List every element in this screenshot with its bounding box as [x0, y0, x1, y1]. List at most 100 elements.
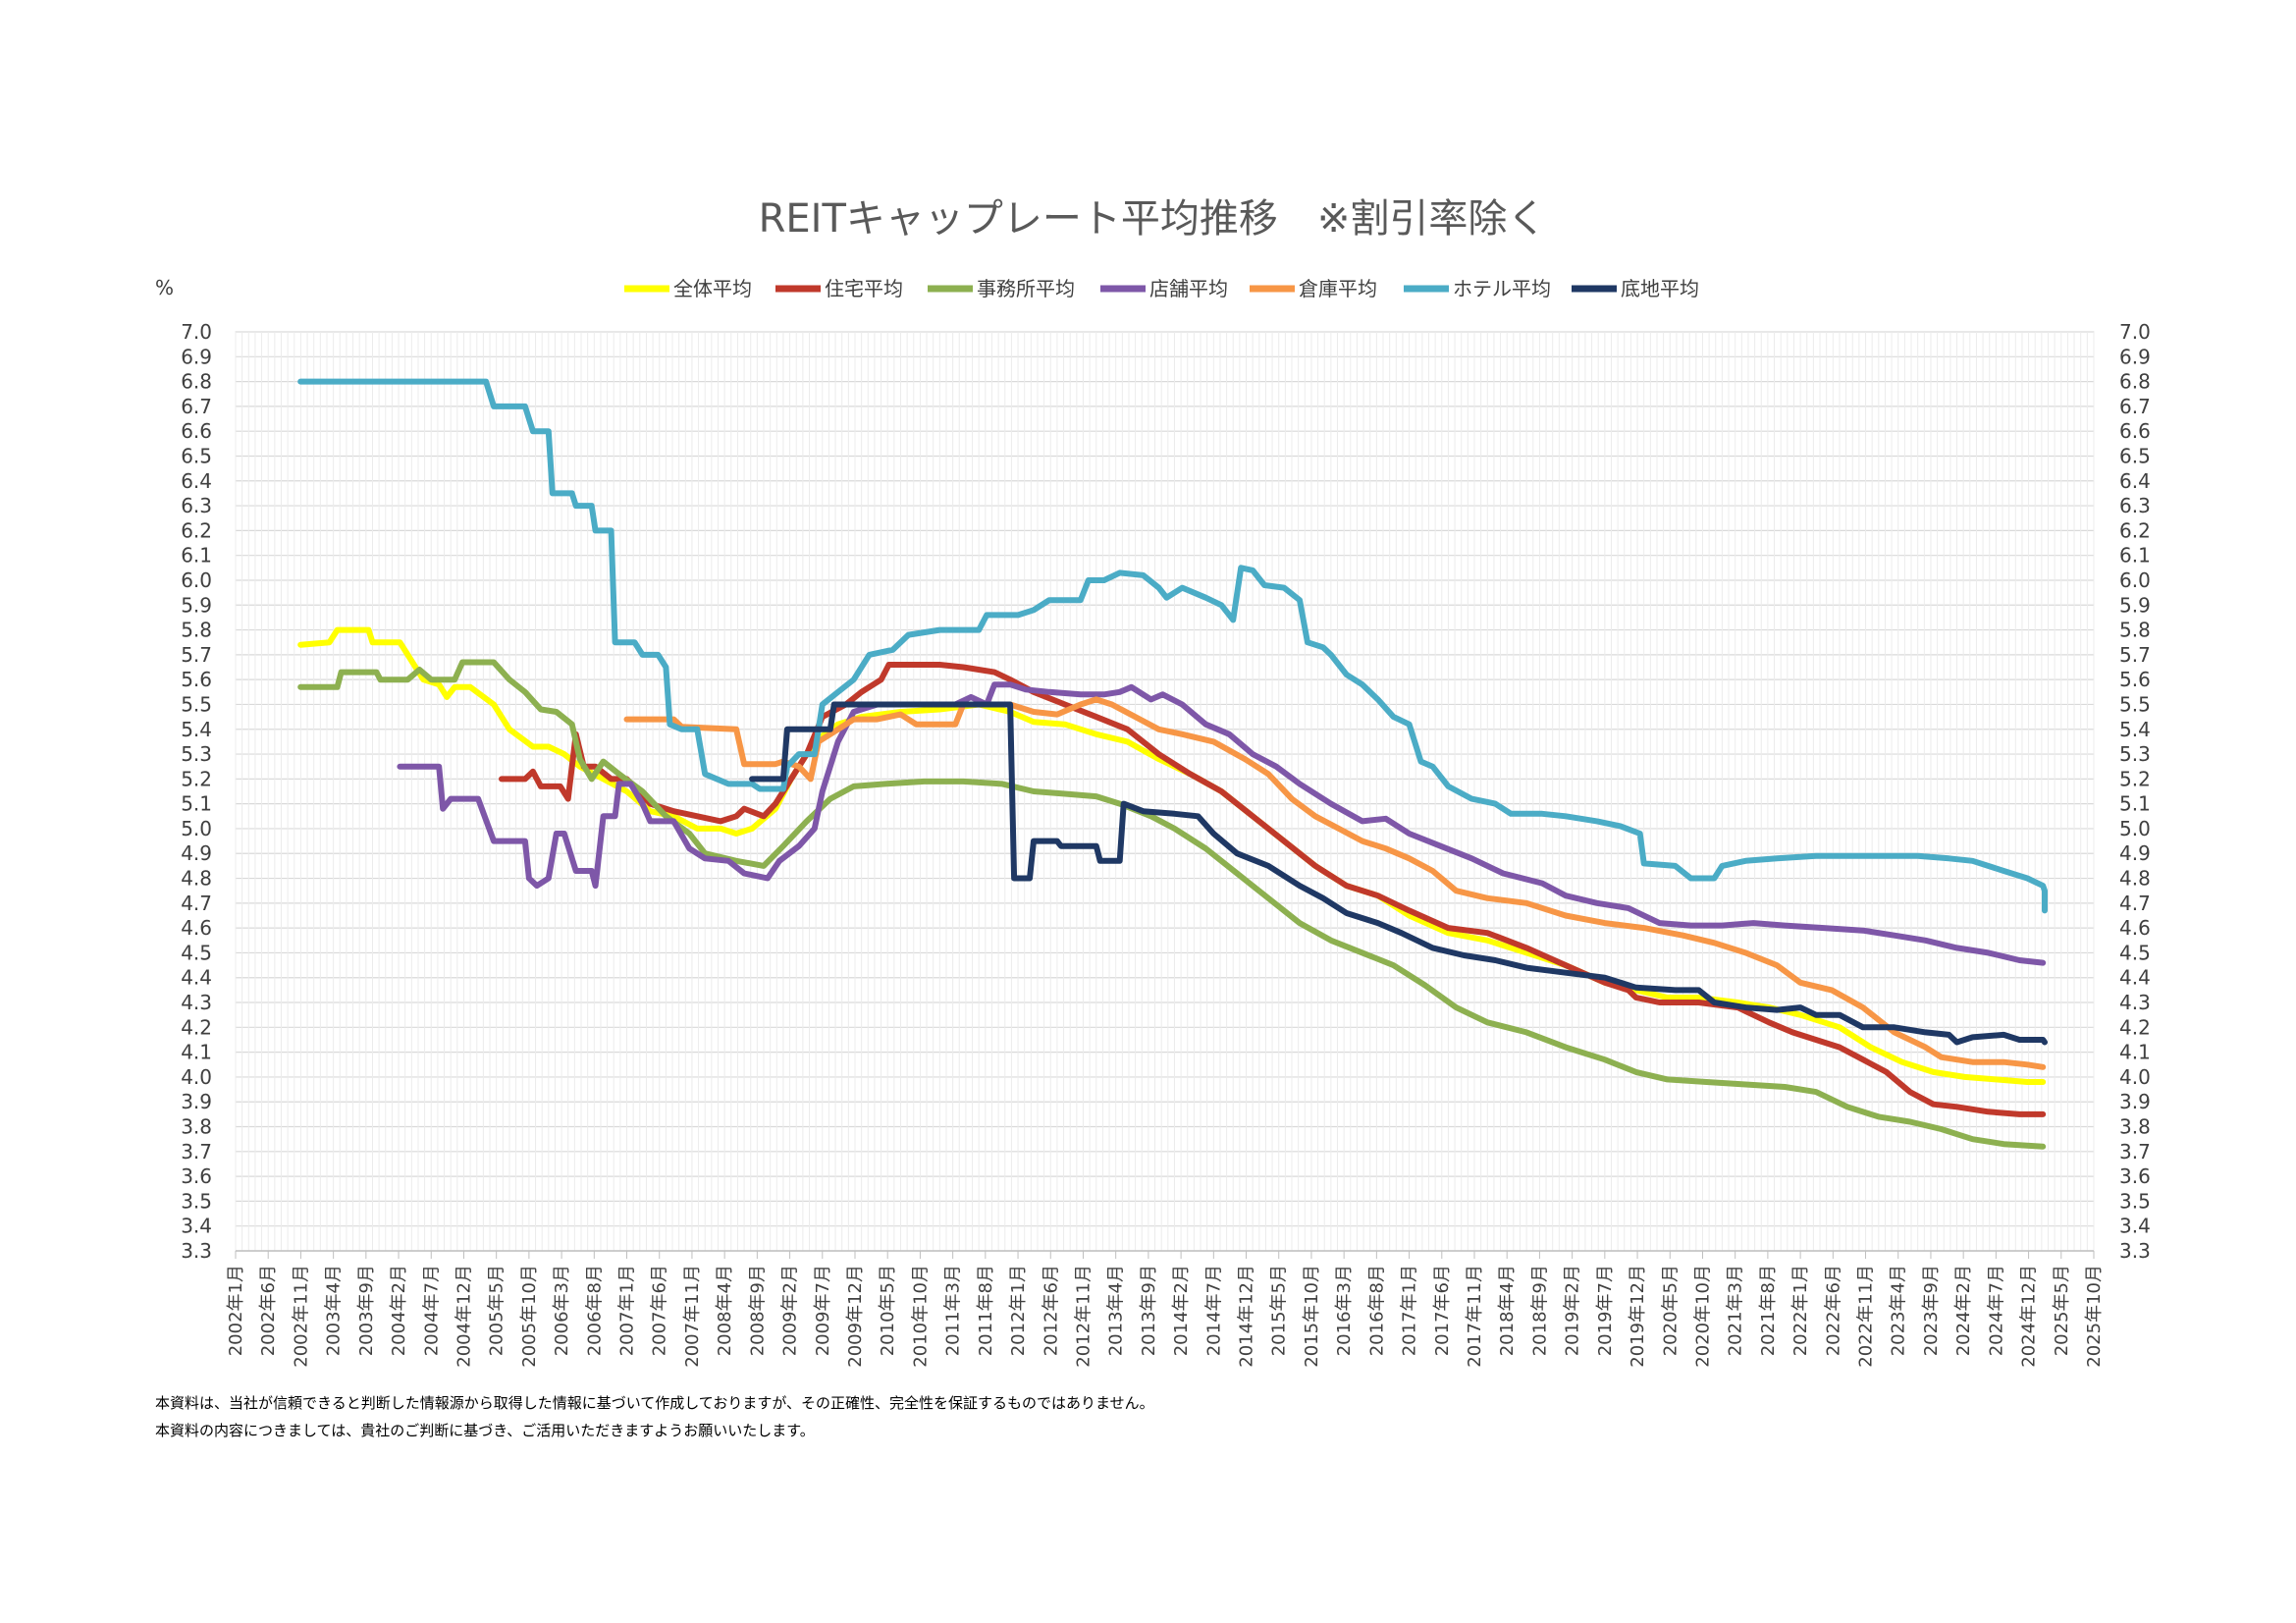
y-tick-label-right: 5.2	[2119, 767, 2151, 790]
y-tick-label-left: 3.7	[181, 1140, 212, 1163]
y-tick-label-left: 5.1	[181, 792, 212, 816]
x-tick-label: 2003年9月	[356, 1265, 377, 1356]
y-tick-label-left: 7.0	[181, 320, 212, 344]
x-tick-label: 2009年2月	[780, 1265, 801, 1356]
y-tick-label-right: 4.4	[2119, 966, 2151, 990]
y-tick-label-right: 4.3	[2119, 991, 2151, 1014]
y-tick-label-right: 4.8	[2119, 867, 2151, 891]
y-tick-label-left: 4.9	[181, 841, 212, 865]
x-tick-label: 2022年6月	[1823, 1265, 1843, 1356]
x-tick-label: 2004年7月	[421, 1265, 442, 1356]
x-tick-label: 2004年2月	[389, 1265, 409, 1356]
y-tick-label-right: 6.8	[2119, 370, 2151, 394]
y-tick-label-right: 5.0	[2119, 817, 2151, 840]
x-tick-label: 2002年1月	[226, 1265, 246, 1356]
x-tick-label: 2012年6月	[1041, 1265, 1061, 1356]
y-tick-label-left: 3.5	[181, 1189, 212, 1213]
x-tick-label: 2015年10月	[1302, 1265, 1322, 1368]
y-tick-label-right: 7.0	[2119, 320, 2151, 344]
x-tick-label: 2021年3月	[1726, 1265, 1746, 1356]
x-tick-label: 2013年4月	[1106, 1265, 1127, 1356]
y-tick-label-right: 6.4	[2119, 469, 2151, 493]
y-tick-label-left: 4.0	[181, 1065, 212, 1089]
y-tick-label-right: 6.6	[2119, 419, 2151, 443]
x-tick-label: 2007年11月	[682, 1265, 703, 1368]
y-tick-label-right: 3.5	[2119, 1189, 2151, 1213]
legend-label: 住宅平均	[825, 277, 903, 300]
series-line-倉庫平均	[623, 696, 2047, 1070]
y-tick-label-left: 6.5	[181, 444, 212, 467]
y-tick-label-right: 3.8	[2119, 1115, 2151, 1139]
y-tick-label-right: 5.5	[2119, 692, 2151, 716]
x-axis: 2002年1月 2002年6月 2002年11月 2003年4月 2003年9月 2004…	[226, 1251, 2105, 1368]
y-tick-label-left: 3.3	[181, 1239, 212, 1263]
y-tick-label-right: 3.7	[2119, 1140, 2151, 1163]
x-tick-label: 2017年1月	[1400, 1265, 1420, 1356]
x-tick-label: 2010年10月	[910, 1265, 931, 1368]
y-tick-label-right: 6.5	[2119, 444, 2151, 467]
y-tick-label-left: 3.8	[181, 1115, 212, 1139]
y-axis-unit-label: %	[155, 276, 174, 299]
x-tick-label: 2006年3月	[552, 1265, 572, 1356]
x-tick-label: 2009年12月	[845, 1265, 866, 1368]
y-tick-label-left: 4.7	[181, 892, 212, 915]
y-tick-label-left: 4.4	[181, 966, 212, 990]
x-tick-label: 2003年4月	[324, 1265, 345, 1356]
y-tick-label-left: 6.1	[181, 544, 212, 568]
y-tick-label-right: 4.6	[2119, 916, 2151, 940]
x-tick-label: 2020年10月	[1692, 1265, 1713, 1368]
x-tick-label: 2015年5月	[1269, 1265, 1290, 1356]
legend-label: 底地平均	[1621, 277, 1699, 300]
y-tick-label-left: 4.6	[181, 916, 212, 940]
plot-grid	[235, 331, 2095, 1252]
x-tick-label: 2012年1月	[1008, 1265, 1029, 1356]
y-axis-left: 7.06.96.86.76.66.56.46.36.26.16.05.95.85…	[181, 320, 212, 1263]
y-tick-label-left: 6.4	[181, 469, 212, 493]
y-tick-label-left: 5.4	[181, 718, 212, 741]
x-tick-label: 2014年7月	[1203, 1265, 1224, 1356]
y-tick-label-left: 4.8	[181, 867, 212, 891]
x-tick-label: 2024年12月	[2019, 1265, 2040, 1368]
x-tick-label: 2023年9月	[1921, 1265, 1942, 1356]
y-tick-label-right: 4.1	[2119, 1041, 2151, 1064]
series-line-事務所平均	[297, 659, 2047, 1150]
x-tick-label: 2024年2月	[1953, 1265, 1974, 1356]
y-tick-label-left: 5.3	[181, 742, 212, 766]
y-tick-label-right: 3.6	[2119, 1164, 2151, 1188]
y-tick-label-right: 6.9	[2119, 345, 2151, 368]
plot-area	[235, 331, 2095, 1252]
x-tick-label: 2010年5月	[878, 1265, 898, 1356]
y-tick-label-right: 5.7	[2119, 643, 2151, 667]
x-tick-label: 2023年4月	[1889, 1265, 1909, 1356]
x-tick-label: 2017年11月	[1465, 1265, 1485, 1368]
y-tick-label-right: 3.4	[2119, 1215, 2151, 1238]
x-tick-label: 2016年3月	[1334, 1265, 1355, 1356]
y-tick-label-left: 3.6	[181, 1164, 212, 1188]
x-tick-label: 2022年1月	[1790, 1265, 1811, 1356]
legend-label: ホテル平均	[1453, 277, 1551, 300]
x-tick-label: 2008年9月	[747, 1265, 768, 1356]
x-tick-label: 2016年8月	[1366, 1265, 1387, 1356]
y-tick-label-left: 6.9	[181, 345, 212, 368]
x-tick-label: 2011年8月	[976, 1265, 996, 1356]
y-tick-label-left: 3.9	[181, 1090, 212, 1113]
x-tick-label: 2012年11月	[1073, 1265, 1094, 1368]
y-tick-label-right: 6.0	[2119, 568, 2151, 592]
x-tick-label: 2009年7月	[813, 1265, 833, 1356]
disclaimer-note-2: 本資料の内容につきましては、貴社のご判断に基づき、ご活用いただきますようお願いい…	[155, 1422, 815, 1439]
y-tick-label-right: 3.3	[2119, 1239, 2151, 1263]
x-tick-label: 2011年3月	[943, 1265, 964, 1356]
x-tick-label: 2007年1月	[617, 1265, 638, 1356]
y-tick-label-right: 4.7	[2119, 892, 2151, 915]
y-tick-label-right: 3.9	[2119, 1090, 2151, 1113]
y-tick-label-left: 5.2	[181, 767, 212, 790]
x-tick-label: 2005年5月	[487, 1265, 507, 1356]
y-tick-label-left: 5.0	[181, 817, 212, 840]
x-tick-label: 2025年5月	[2052, 1265, 2072, 1356]
y-tick-label-right: 5.3	[2119, 742, 2151, 766]
x-tick-label: 2007年6月	[650, 1265, 670, 1356]
x-tick-label: 2022年11月	[1856, 1265, 1877, 1368]
x-tick-label: 2019年2月	[1563, 1265, 1583, 1356]
series-line-ホテル平均	[297, 378, 2048, 914]
